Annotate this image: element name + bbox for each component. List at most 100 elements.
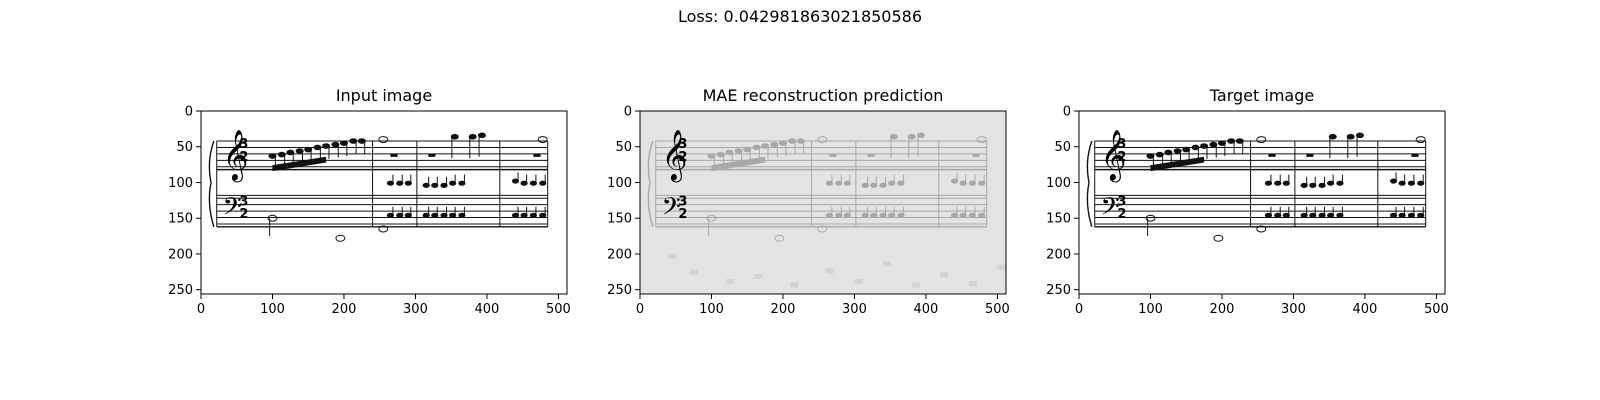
noise-patch (911, 282, 920, 288)
note-head (1355, 132, 1364, 139)
note-head (1200, 143, 1209, 149)
time-signature-digit: 3 (239, 194, 248, 209)
note-head (450, 133, 459, 140)
note-head (959, 180, 967, 186)
note-head (1328, 133, 1337, 140)
y-tick-label: 250 (607, 283, 632, 298)
y-tick-label: 150 (607, 212, 632, 227)
panel-title: Target image (1209, 86, 1314, 105)
x-tick-label: 0 (197, 302, 205, 317)
note-head (968, 212, 977, 218)
x-tick-label: 200 (1210, 302, 1235, 317)
y-tick-label: 100 (607, 176, 632, 191)
note-head (725, 149, 734, 156)
note-head-open (1213, 234, 1224, 242)
note-head-open (1415, 136, 1426, 144)
x-tick-label: 0 (636, 302, 644, 317)
note-head-open (378, 136, 389, 144)
note-head (835, 180, 843, 186)
bass-clef: 𝄢 (661, 193, 680, 228)
note-head (861, 182, 869, 188)
note-head (539, 212, 547, 218)
note-head (277, 151, 286, 158)
note-head (1417, 212, 1425, 218)
note-head-open (537, 136, 548, 144)
note-head (716, 151, 725, 158)
note-head (1318, 212, 1326, 218)
note-head (286, 149, 295, 156)
rest (1268, 153, 1276, 157)
note-head (889, 133, 898, 140)
beam (711, 159, 766, 172)
note-head-open (1256, 136, 1267, 144)
note-head (1346, 133, 1355, 140)
treble-clef: 𝄞 (661, 130, 687, 183)
noise-patch (854, 278, 863, 284)
note-head-open (817, 225, 828, 233)
note-head (1407, 180, 1416, 186)
noise-patch (883, 261, 892, 267)
note-head (1407, 212, 1416, 218)
note-head (431, 212, 439, 218)
rest (829, 153, 837, 157)
note-head (743, 146, 752, 153)
note-head (843, 212, 851, 218)
note-head (796, 138, 805, 144)
note-head (950, 212, 959, 218)
y-tick-label: 100 (1046, 176, 1071, 191)
y-tick-label: 200 (607, 247, 632, 262)
noise-patch (968, 281, 977, 287)
x-tick-label: 200 (332, 302, 357, 317)
bass-clef: 𝄢 (222, 193, 241, 228)
time-signature-digit: 2 (678, 207, 687, 222)
y-tick-label: 0 (185, 105, 193, 120)
noise-patch (668, 253, 677, 259)
note-head (968, 180, 977, 186)
x-tick-label: 100 (699, 302, 724, 317)
note-head (396, 180, 404, 186)
rest (390, 153, 398, 157)
note-head (1282, 212, 1290, 218)
note-head (825, 180, 834, 186)
note-head (404, 212, 412, 218)
x-tick-label: 400 (914, 302, 939, 317)
note-head (268, 153, 277, 159)
note-head (1336, 180, 1344, 186)
note-head-open (267, 214, 278, 222)
axes-frame (1078, 110, 1446, 295)
note-head (458, 212, 466, 218)
time-signature-digit: 2 (239, 207, 248, 222)
note-head (1155, 151, 1164, 158)
note-head (386, 212, 395, 218)
note-head (1300, 182, 1308, 188)
image-background (640, 111, 1006, 294)
note-head (386, 180, 395, 186)
noise-patch (940, 271, 949, 277)
brace (1086, 140, 1093, 228)
note-head (1309, 182, 1317, 188)
x-tick-label: 500 (1424, 302, 1449, 317)
time-signature-digit: 3 (678, 137, 687, 152)
y-tick-label: 0 (624, 105, 632, 120)
x-tick-label: 300 (1281, 302, 1306, 317)
y-tick-label: 250 (168, 283, 193, 298)
note-head (888, 212, 896, 218)
note-head (304, 146, 313, 153)
note-head (449, 180, 457, 186)
note-head (539, 180, 547, 186)
note-head (978, 180, 986, 186)
y-tick-label: 150 (1046, 212, 1071, 227)
note-head (449, 212, 457, 218)
note-head (1235, 138, 1244, 144)
note-head (707, 153, 716, 159)
image-background (201, 111, 567, 294)
note-head (879, 182, 887, 188)
note-head (888, 180, 896, 186)
note-head (788, 138, 797, 144)
rest (533, 153, 541, 157)
note-head (1264, 180, 1273, 186)
note-head (1389, 178, 1398, 184)
x-tick-label: 500 (546, 302, 571, 317)
